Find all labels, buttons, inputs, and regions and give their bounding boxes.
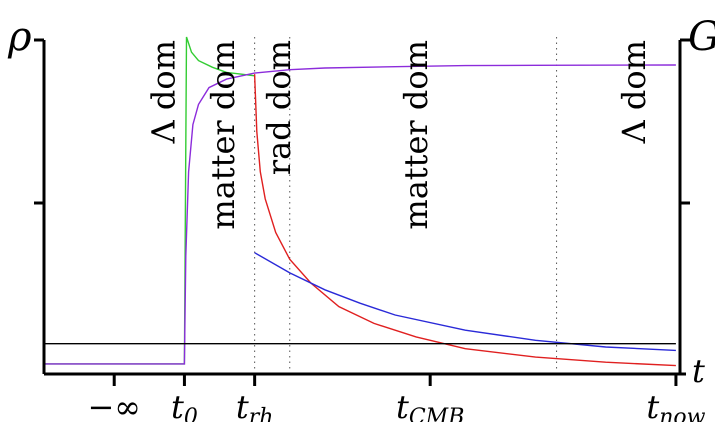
series-red: [253, 74, 676, 367]
era-label-rad: rad dom: [260, 40, 298, 175]
series-purple: [44, 64, 676, 365]
x-tick-label-t0: t0: [171, 388, 198, 422]
era-label-lambda2: Λ dom: [615, 40, 653, 144]
era-label-matter2: matter dom: [397, 40, 435, 230]
series-green: [44, 36, 255, 365]
series-layer: [44, 36, 676, 367]
x-tick-label-tcmb: tCMB: [396, 388, 464, 422]
era-label-lambda1: Λ dom: [144, 40, 182, 144]
x-tick-label-trh: trh: [236, 388, 274, 422]
series-blue: [254, 252, 676, 352]
y-axis-label-right: G: [688, 14, 715, 60]
x-tick-label-neg_inf: −∞: [87, 388, 140, 422]
era-label-matter1: matter dom: [204, 40, 242, 230]
era-labels: Λ dom matter dom rad dom matter dom Λ dom: [144, 40, 652, 230]
x-tick-label-tnow: tnow: [646, 388, 705, 422]
x-axis-label: t: [692, 352, 705, 390]
y-axis-label-left: ρ: [7, 14, 32, 60]
x-ticks: −∞ t0 trh tCMB tnow: [87, 374, 706, 422]
